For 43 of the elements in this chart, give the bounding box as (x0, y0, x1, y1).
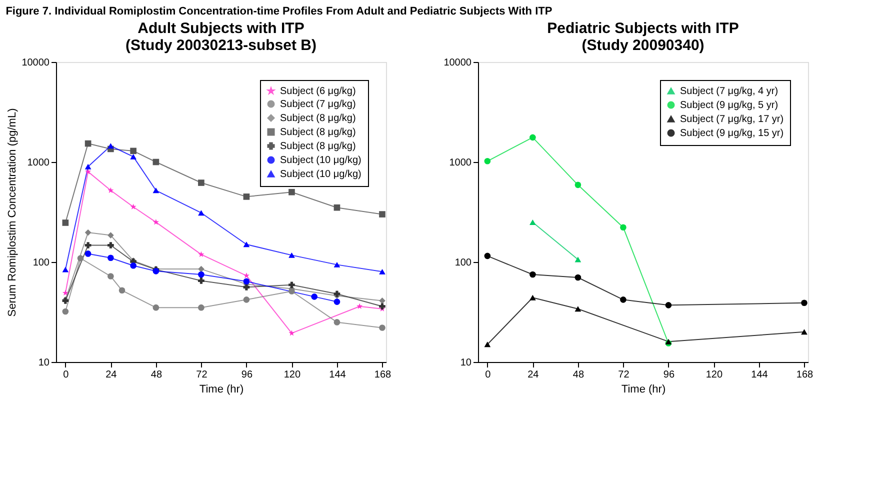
x-tick-label: 96 (241, 370, 253, 380)
legend-label: Subject (8 μg/kg) (280, 141, 356, 152)
y-axis-title: Serum Romiplostim Concentration (pg/mL) (6, 108, 19, 317)
x-tick-label: 168 (796, 370, 814, 380)
text: Adult Subjects with ITP (138, 20, 304, 37)
text: Pediatric Subjects with ITP (547, 20, 739, 37)
x-tick-label: 120 (706, 370, 723, 380)
x-axis-title: Time (hr) (621, 384, 666, 396)
legend-label: Subject (6 μg/kg) (280, 86, 356, 97)
y-tick-label: 1000 (449, 158, 472, 168)
legend-label: Subject (9 μg/kg, 15 yr) (680, 128, 784, 139)
y-tick-label: 100 (32, 258, 50, 268)
legend-label: Subject (10 μg/kg) (280, 169, 362, 180)
x-tick-label: 0 (485, 370, 492, 380)
legend-label: Subject (9 μg/kg, 5 yr) (680, 100, 778, 111)
x-tick-label: 72 (618, 370, 630, 380)
legend-label: Subject (7 μg/kg) (280, 99, 356, 110)
y-tick-label: 1000 (27, 158, 50, 168)
legend-label: Subject (7 μg/kg, 17 yr) (680, 114, 784, 125)
x-tick-label: 0 (63, 370, 70, 380)
legend-label: Subject (7 μg/kg, 4 yr) (680, 86, 778, 97)
text: (Study 20030213-subset B) (126, 37, 316, 54)
x-tick-label: 168 (374, 370, 392, 380)
x-tick-label: 96 (663, 370, 675, 380)
y-tick-label: 10 (460, 358, 472, 368)
x-tick-label: 120 (284, 370, 301, 380)
x-tick-label: 72 (196, 370, 208, 380)
legend-label: Subject (8 μg/kg) (280, 113, 356, 124)
y-tick-label: 10000 (22, 58, 50, 68)
text: (Study 20090340) (582, 37, 704, 54)
legend-label: Subject (10 μg/kg) (280, 155, 362, 166)
x-tick-label: 144 (751, 370, 768, 380)
x-axis-title: Time (hr) (199, 384, 244, 396)
legend-label: Subject (8 μg/kg) (280, 127, 356, 138)
x-tick-label: 24 (528, 370, 540, 380)
x-tick-label: 48 (150, 370, 162, 380)
y-tick-label: 10000 (444, 58, 472, 68)
caption: Figure 7. Individual Romiplostim Concentration-time Profiles From Adult and Pediatric Subjects With ITP (6, 6, 552, 18)
x-tick-label: 24 (106, 370, 118, 380)
x-tick-label: 48 (572, 370, 584, 380)
y-tick-label: 10 (38, 358, 50, 368)
y-tick-label: 100 (454, 258, 472, 268)
x-tick-label: 144 (329, 370, 346, 380)
